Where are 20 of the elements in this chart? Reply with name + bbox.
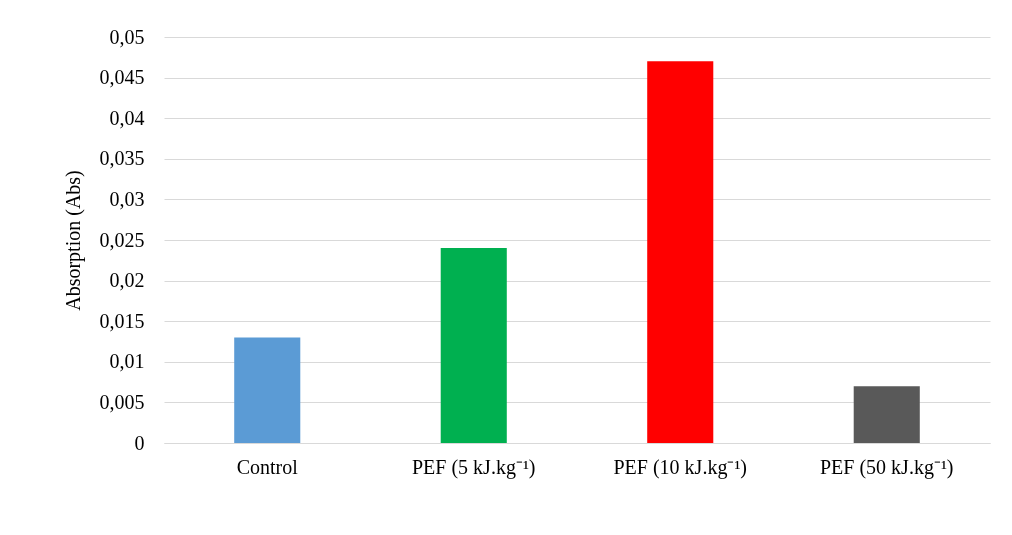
y-tick-label: 0,04 (109, 106, 145, 129)
y-tick-label: 0 (134, 431, 145, 454)
y-tick-label: 0,015 (99, 309, 145, 332)
y-tick-label: 0,035 (99, 147, 145, 170)
x-tick-label: PEF (50 kJ.kg⁻¹) (819, 455, 954, 479)
y-tick-label: 0,005 (99, 390, 145, 413)
x-tick-label: PEF (5 kJ.kg⁻¹) (411, 455, 536, 479)
y-axis-title: Absorption (Abs) (61, 170, 85, 311)
y-tick-label: 0,025 (99, 228, 145, 251)
x-tick-label: PEF (10 kJ.kg⁻¹) (613, 455, 748, 479)
bar (234, 337, 301, 443)
bar (853, 386, 920, 443)
y-tick-label: 0,03 (109, 187, 145, 210)
y-tick-label: 0,01 (109, 350, 145, 373)
y-tick-label: 0,045 (99, 66, 145, 89)
y-tick-label: 0,02 (109, 269, 145, 292)
x-tick-label: Control (236, 455, 299, 478)
bar (440, 248, 507, 443)
y-tick-label: 0,05 (109, 25, 145, 48)
bar (647, 61, 714, 443)
